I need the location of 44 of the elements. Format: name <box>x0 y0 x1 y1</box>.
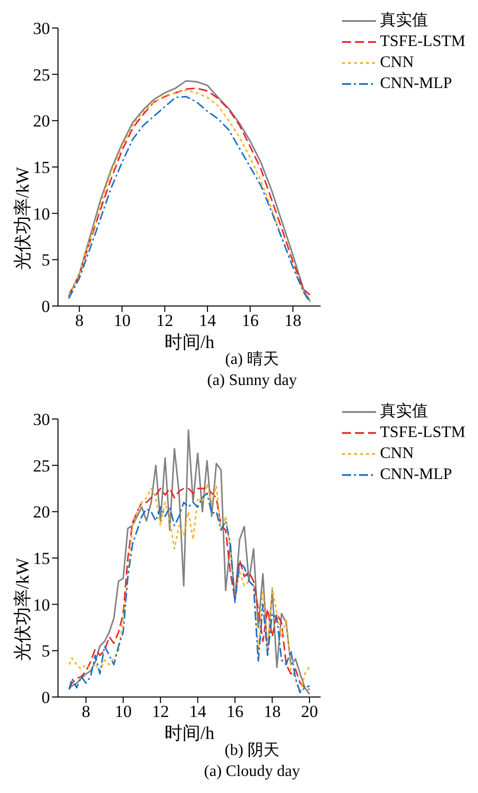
x-tick-label: 16 <box>226 702 244 722</box>
y-tick-label: 5 <box>42 250 50 270</box>
line-series <box>68 429 310 695</box>
x-tick-label: 10 <box>114 702 132 722</box>
legend-label: CNN <box>380 53 414 73</box>
x-tick-label: 18 <box>284 311 302 330</box>
y-tick-label: 10 <box>33 204 50 224</box>
x-axis-title: 时间/h <box>164 723 214 743</box>
y-tick-label: 10 <box>33 595 50 614</box>
x-tick-label: 20 <box>300 702 318 722</box>
x-axis-title: 时间/h <box>164 332 214 352</box>
y-tick-label: 15 <box>33 549 50 568</box>
x-tick-label: 12 <box>152 702 169 722</box>
y-tick-label: 15 <box>33 158 50 178</box>
y-axis-title: 光伏功率/kW <box>12 558 32 661</box>
x-tick-label: 18 <box>264 702 281 722</box>
y-tick-label: 0 <box>42 297 50 316</box>
y-tick-label: 25 <box>33 456 50 476</box>
legend-label: 真实值 <box>380 10 428 31</box>
x-tick-label: 10 <box>114 311 131 330</box>
y-tick-label: 30 <box>33 19 50 38</box>
legend-label: CNN-MLP <box>380 74 452 94</box>
text: (a) 晴天 <box>225 351 279 368</box>
y-axis-title: 光伏功率/kW <box>12 167 32 270</box>
text: (a) Cloudy day <box>203 762 301 782</box>
y-tick-label: 25 <box>33 65 50 84</box>
y-tick-label: 20 <box>33 502 50 522</box>
y-tick-label: 5 <box>42 642 50 661</box>
legend-label: CNN-MLP <box>380 465 452 485</box>
y-tick-label: 0 <box>42 688 50 708</box>
text: (a) Sunny day <box>206 371 298 391</box>
text: (b) 阴天 <box>224 742 280 759</box>
x-tick-label: 16 <box>242 311 259 330</box>
x-tick-label: 8 <box>82 702 90 722</box>
y-tick-label: 20 <box>33 112 50 131</box>
legend-label: TSFE-LSTM <box>380 32 466 52</box>
y-tick-label: 30 <box>33 410 50 430</box>
x-tick-label: 12 <box>156 311 174 330</box>
legend-label: CNN <box>380 444 414 464</box>
x-tick-label: 14 <box>198 311 216 330</box>
legend-label: 真实值 <box>380 402 428 422</box>
x-tick-label: 14 <box>189 702 207 722</box>
legend-label: TSFE-LSTM <box>380 423 466 443</box>
x-tick-label: 8 <box>75 311 84 330</box>
